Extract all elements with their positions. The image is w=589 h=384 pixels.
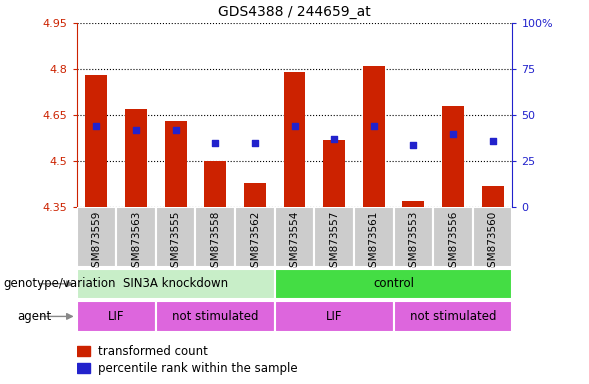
Bar — [283, 72, 305, 207]
Bar — [156, 301, 274, 331]
Bar — [77, 269, 274, 299]
Point — [250, 140, 260, 146]
Bar — [156, 207, 196, 267]
Bar — [77, 301, 156, 331]
Bar — [473, 207, 512, 267]
Text: GSM873561: GSM873561 — [369, 210, 379, 274]
Bar — [393, 207, 433, 267]
Bar — [354, 207, 393, 267]
Bar — [244, 183, 266, 207]
Bar — [482, 186, 504, 207]
Point — [210, 140, 220, 146]
Bar — [402, 201, 424, 207]
Point — [369, 123, 379, 129]
Text: GSM873555: GSM873555 — [171, 210, 181, 274]
Point — [290, 123, 299, 129]
Text: LIF: LIF — [108, 310, 124, 323]
Bar — [274, 301, 393, 331]
Bar — [433, 207, 473, 267]
Bar — [393, 301, 512, 331]
Bar — [85, 75, 107, 207]
Text: SIN3A knockdown: SIN3A knockdown — [123, 277, 228, 290]
Bar — [125, 109, 147, 207]
Point — [131, 127, 141, 133]
Point — [92, 123, 101, 129]
Text: percentile rank within the sample: percentile rank within the sample — [98, 362, 298, 375]
Text: GSM873563: GSM873563 — [131, 210, 141, 274]
Text: GSM873554: GSM873554 — [290, 210, 299, 274]
Bar — [235, 207, 274, 267]
Point — [488, 138, 497, 144]
Bar — [363, 66, 385, 207]
Bar — [323, 140, 345, 207]
Text: agent: agent — [18, 310, 52, 323]
Bar — [116, 207, 156, 267]
Text: not stimulated: not stimulated — [410, 310, 497, 323]
Bar — [165, 121, 187, 207]
Title: GDS4388 / 244659_at: GDS4388 / 244659_at — [218, 5, 371, 19]
Bar — [274, 269, 512, 299]
Text: GSM873553: GSM873553 — [408, 210, 418, 274]
Bar — [196, 207, 235, 267]
Point — [329, 136, 339, 142]
Text: genotype/variation: genotype/variation — [3, 277, 115, 290]
Text: not stimulated: not stimulated — [172, 310, 259, 323]
Text: control: control — [373, 277, 414, 290]
Point — [171, 127, 180, 133]
Point — [448, 131, 458, 137]
Point — [409, 142, 418, 148]
Text: LIF: LIF — [326, 310, 342, 323]
Text: GSM873560: GSM873560 — [488, 210, 498, 273]
Bar — [442, 106, 464, 207]
Text: GSM873557: GSM873557 — [329, 210, 339, 274]
Bar — [204, 161, 226, 207]
Text: transformed count: transformed count — [98, 345, 209, 358]
Bar — [315, 207, 354, 267]
Text: GSM873556: GSM873556 — [448, 210, 458, 274]
Bar — [77, 207, 116, 267]
Text: GSM873559: GSM873559 — [91, 210, 101, 274]
Text: GSM873558: GSM873558 — [210, 210, 220, 274]
Bar — [77, 346, 90, 356]
Bar — [77, 363, 90, 373]
Bar — [274, 207, 315, 267]
Text: GSM873562: GSM873562 — [250, 210, 260, 274]
